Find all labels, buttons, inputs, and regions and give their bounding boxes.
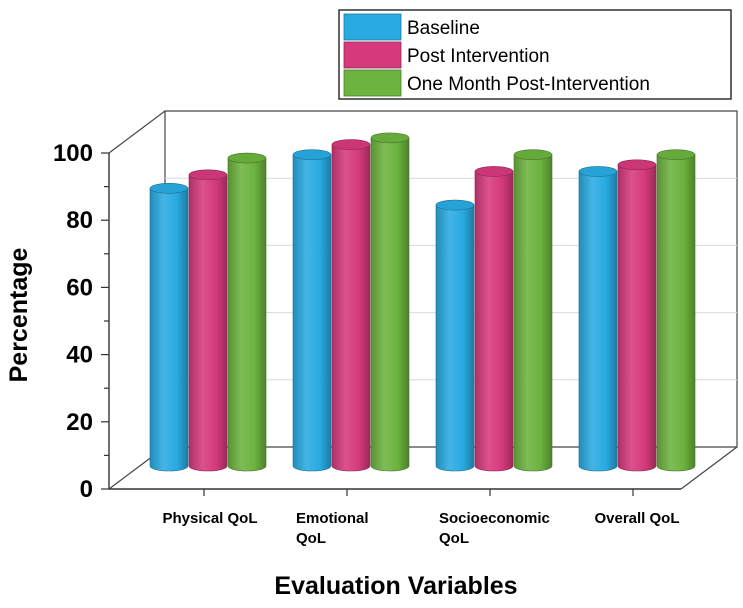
bar: [656, 149, 696, 472]
bar-body: [227, 157, 267, 472]
legend-item: One Month Post-Intervention: [343, 69, 650, 97]
bar: [474, 166, 514, 472]
bar-body: [292, 154, 332, 472]
bar: [227, 152, 267, 472]
y-axis-title: Percentage: [5, 248, 33, 383]
bar-body: [149, 187, 189, 472]
y-tick-label: 20: [66, 409, 93, 436]
bar: [435, 199, 475, 472]
bar: [149, 182, 189, 472]
x-category-label: Physical QoL: [162, 510, 257, 527]
bar-top: [331, 139, 371, 150]
x-category-label: Overall QoL: [594, 510, 679, 527]
y-tick-labels: 0 20 40 60 80 100: [53, 140, 109, 503]
bar-top: [435, 199, 475, 211]
legend-swatch: [343, 69, 402, 97]
bar-top: [227, 152, 267, 164]
bar-top: [370, 132, 410, 144]
y-tick-label: 100: [53, 140, 93, 167]
legend: Baseline Post Intervention One Month Post-…: [338, 9, 732, 100]
bar: [370, 132, 410, 472]
bar: [578, 166, 618, 472]
x-category-label: Emotional: [296, 510, 369, 527]
bar-body: [513, 154, 553, 472]
bar-top: [578, 166, 618, 177]
legend-item: Baseline: [343, 13, 480, 41]
bar-body: [331, 144, 371, 472]
bar-top: [474, 166, 514, 177]
x-category-label: Socioeconomic: [439, 510, 550, 527]
bar: [188, 169, 228, 472]
legend-swatch: [343, 13, 402, 41]
bar-body: [188, 174, 228, 472]
bars: [149, 132, 696, 472]
x-category-labels: Physical QoL Emotional QoL Socioeconomic QoL…: [162, 489, 680, 547]
bar: [331, 139, 371, 472]
y-tick-label: 0: [80, 476, 93, 503]
bar-body: [435, 204, 475, 472]
bar-body: [578, 171, 618, 472]
y-tick-label: 40: [66, 342, 93, 369]
bar-body: [474, 171, 514, 472]
x-category-label: QoL: [439, 530, 469, 547]
bar-body: [370, 137, 410, 472]
bar-top: [656, 149, 696, 160]
y-tick-label: 60: [66, 274, 93, 301]
bar: [513, 149, 553, 472]
floor-edge-right: [680, 446, 738, 490]
bar-top: [513, 149, 553, 160]
legend-swatch: [343, 41, 402, 69]
bar-top: [292, 149, 332, 160]
bar-top: [188, 169, 228, 181]
legend-box: [338, 9, 732, 100]
legend-item: Post Intervention: [343, 41, 550, 69]
legend-label: Post Intervention: [407, 46, 550, 67]
bar: [292, 149, 332, 472]
bar-top: [149, 182, 189, 194]
bar-top: [617, 159, 657, 171]
y-tick-label: 80: [66, 207, 93, 234]
side-edge-top: [108, 110, 166, 154]
bar: [617, 159, 657, 472]
x-axis-title: Evaluation Variables: [274, 572, 517, 600]
bar-body: [656, 154, 696, 472]
legend-label: One Month Post-Intervention: [407, 74, 650, 95]
legend-label: Baseline: [407, 18, 480, 39]
bar-body: [617, 164, 657, 472]
x-category-label: QoL: [296, 530, 326, 547]
